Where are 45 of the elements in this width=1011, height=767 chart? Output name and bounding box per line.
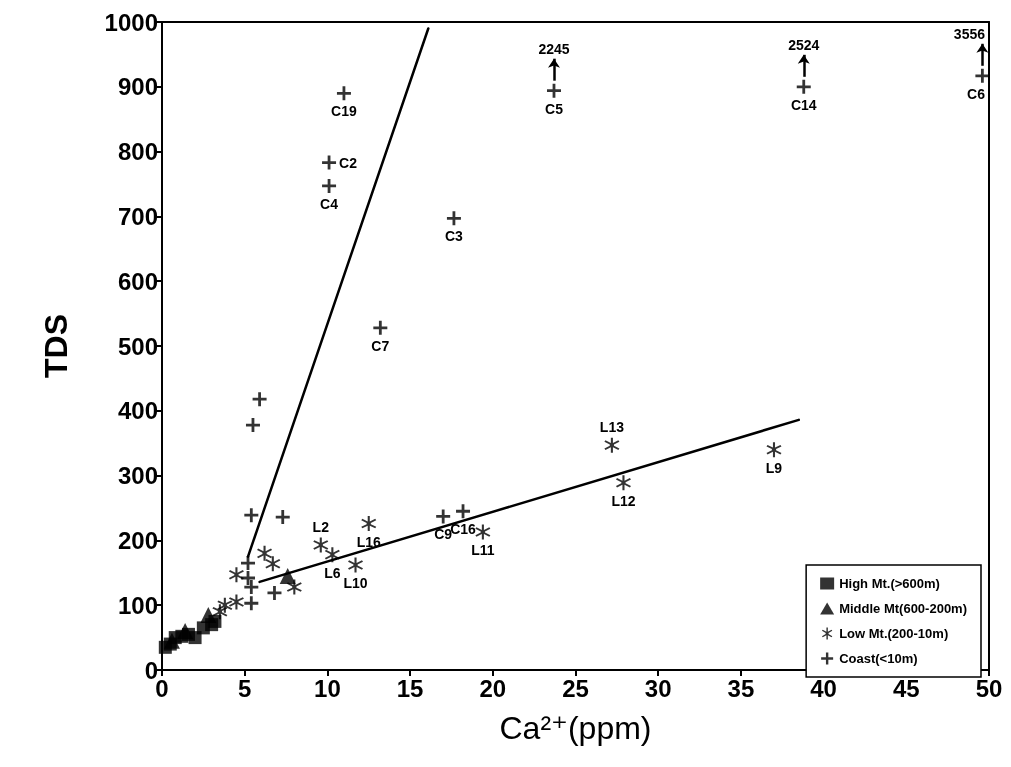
x-axis-title: Ca²⁺(ppm) <box>499 710 652 746</box>
x-tick-label: 40 <box>810 674 837 702</box>
annotation: L13 <box>599 419 625 436</box>
annotation: 2245 <box>538 40 570 57</box>
x-tick-label: 25 <box>562 674 589 702</box>
y-tick-label: 900 <box>117 73 158 101</box>
y-tick-label: 200 <box>117 526 158 554</box>
y-tick-label: 500 <box>117 332 158 360</box>
x-tick-label: 50 <box>975 674 1003 702</box>
annotation: C7 <box>371 337 390 354</box>
annotation: C6 <box>967 85 986 102</box>
annotation: C19 <box>331 103 357 120</box>
x-tick-label: 5 <box>238 674 252 702</box>
y-tick-label: 400 <box>117 397 158 425</box>
y-tick-label: 300 <box>117 462 158 490</box>
x-tick-label: 30 <box>644 674 672 702</box>
annotation: L9 <box>765 459 783 476</box>
x-tick-label: 45 <box>892 674 920 702</box>
y-tick-label: 800 <box>117 138 158 166</box>
x-tick-label: 10 <box>314 674 341 702</box>
y-tick-label: 700 <box>117 202 158 230</box>
annotation: L12 <box>611 492 636 509</box>
y-tick-label: 1000 <box>104 8 158 36</box>
y-tick-label: 0 <box>144 656 158 684</box>
annotation: C14 <box>790 96 817 113</box>
annotation: C4 <box>320 195 339 212</box>
annotation: 3556 <box>953 25 986 42</box>
annotation: C2 <box>339 154 358 171</box>
annotation: L2 <box>312 518 330 535</box>
legend-label: Coast(<10m) <box>839 651 918 666</box>
y-axis-title: TDS <box>38 314 74 378</box>
x-tick-label: 15 <box>396 674 424 702</box>
annotation: L11 <box>471 541 495 558</box>
x-tick-label: 35 <box>727 674 755 702</box>
legend-label: Low Mt.(200-10m) <box>839 626 949 641</box>
annotation: L6 <box>324 564 341 581</box>
x-tick-label: 20 <box>479 674 507 702</box>
annotation: L10 <box>343 575 368 592</box>
annotation: C5 <box>545 100 564 117</box>
y-tick-label: 600 <box>117 267 158 295</box>
annotation: C3 <box>444 228 464 245</box>
y-tick-label: 100 <box>117 591 158 619</box>
legend-label: High Mt.(>600m) <box>839 576 940 591</box>
annotation: 2524 <box>788 36 820 53</box>
legend-label: Middle Mt(600-200m) <box>839 601 968 616</box>
